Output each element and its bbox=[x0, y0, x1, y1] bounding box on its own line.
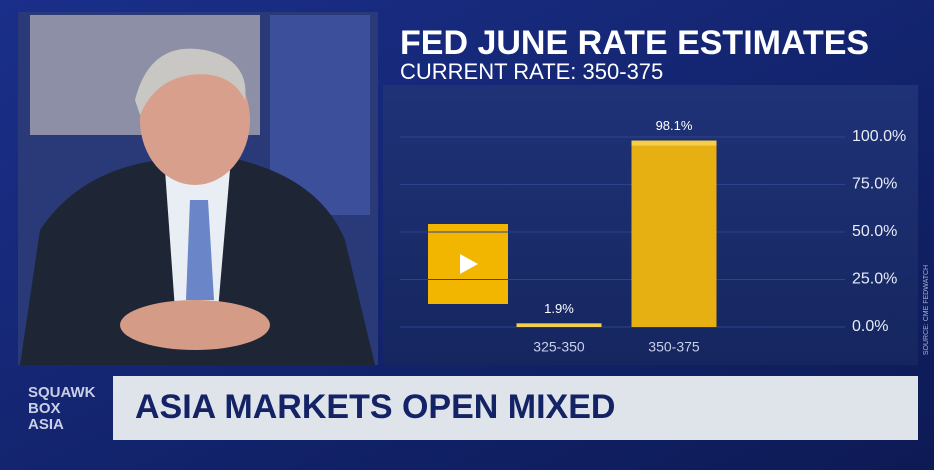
value-label: 1.9% bbox=[544, 301, 574, 316]
y-tick-label: 50.0% bbox=[852, 223, 897, 240]
chart-title: FED JUNE RATE ESTIMATES bbox=[400, 24, 869, 62]
video-feed bbox=[18, 12, 378, 365]
source-note: SOURCE: CME FEDWATCH bbox=[923, 265, 930, 355]
bar-highlight bbox=[516, 323, 602, 327]
value-label: 98.1% bbox=[656, 118, 693, 133]
chart-subtitle: CURRENT RATE: 350-375 bbox=[400, 59, 663, 84]
x-tick-label: 325-350 bbox=[533, 339, 585, 355]
banner: ASIA MARKETS OPEN MIXED bbox=[113, 376, 918, 440]
play-button[interactable] bbox=[428, 224, 508, 304]
bar bbox=[631, 140, 717, 327]
y-tick-label: 0.0% bbox=[852, 318, 888, 335]
x-tick-label: 350-375 bbox=[648, 339, 700, 355]
y-tick-label: 75.0% bbox=[852, 176, 897, 193]
show-logo: ASIA bbox=[28, 416, 64, 433]
show-logo: BOX bbox=[28, 400, 61, 417]
y-tick-label: 100.0% bbox=[852, 128, 906, 145]
y-tick-label: 25.0% bbox=[852, 271, 897, 288]
bar-highlight bbox=[631, 140, 717, 146]
headline: ASIA MARKETS OPEN MIXED bbox=[135, 388, 615, 426]
show-logo: SQUAWK bbox=[28, 384, 96, 401]
